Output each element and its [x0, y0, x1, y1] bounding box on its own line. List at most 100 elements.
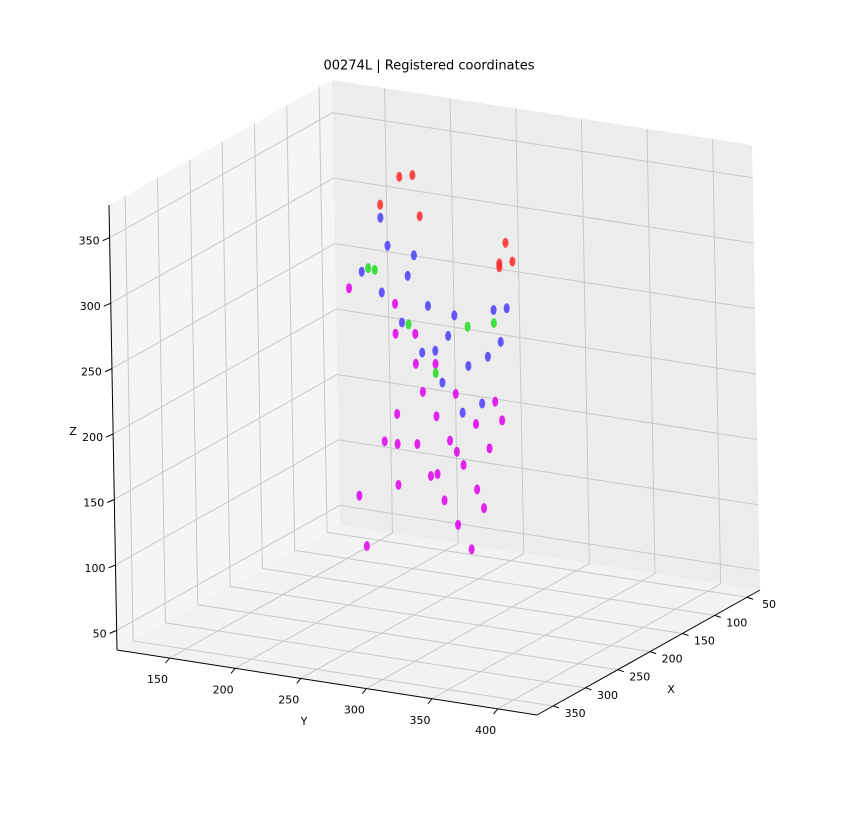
point [496, 262, 503, 273]
tick-mark [649, 651, 657, 655]
floor-pane [117, 525, 760, 715]
tick-mark [109, 629, 117, 634]
y-tick-label: 350 [410, 714, 431, 727]
tick-mark [105, 433, 114, 438]
grid-line [646, 128, 656, 574]
tick-mark [296, 678, 302, 684]
grid-line [334, 243, 756, 310]
grid-line [116, 504, 340, 631]
tick-mark [682, 633, 689, 636]
grid-line [515, 108, 525, 554]
point [451, 310, 458, 321]
grid-line [712, 138, 722, 584]
point [392, 298, 399, 309]
y-axis-label: Y [300, 715, 308, 728]
point [377, 199, 384, 210]
point [481, 503, 488, 514]
point [381, 436, 388, 447]
point [468, 544, 475, 555]
point [432, 345, 439, 356]
y-tick-label: 400 [475, 724, 496, 737]
point [356, 490, 363, 501]
point [419, 386, 426, 397]
grid-line [338, 439, 759, 506]
y-tick-label: 300 [344, 704, 365, 717]
tick-mark [102, 237, 110, 242]
tick-mark [165, 657, 170, 664]
point [464, 321, 471, 332]
point [427, 471, 434, 482]
grid-line [336, 308, 757, 375]
point [410, 250, 417, 261]
tick-mark [107, 499, 115, 503]
point [439, 377, 446, 388]
point [384, 240, 391, 251]
point [465, 360, 472, 371]
tick-mark [103, 302, 111, 307]
point [434, 469, 441, 480]
point [396, 171, 403, 182]
point [405, 319, 412, 330]
grid-line [384, 88, 393, 534]
tick-mark [108, 564, 116, 569]
point [441, 495, 448, 506]
point [392, 328, 399, 339]
x-tick-label: 250 [629, 671, 650, 684]
point [479, 398, 486, 409]
grid-line [169, 532, 393, 659]
point [358, 266, 365, 277]
grid-line [165, 622, 586, 689]
point [503, 303, 510, 314]
y-tick-label: 250 [278, 693, 299, 706]
point [447, 435, 454, 446]
point [424, 300, 431, 311]
left-pane [109, 80, 340, 650]
grid-line [318, 87, 328, 533]
point [509, 256, 516, 267]
grid-line [332, 112, 753, 179]
point [398, 317, 405, 328]
y-tick-label: 200 [213, 683, 234, 696]
x-tick-label: 300 [597, 689, 618, 702]
point [472, 418, 479, 429]
z-tick-label: 50 [93, 627, 107, 640]
z-tick-label: 350 [79, 235, 100, 248]
grid-line [286, 105, 296, 551]
point [416, 211, 423, 222]
z-tick-label: 100 [84, 562, 105, 575]
grid-line [366, 563, 590, 690]
tick-mark [361, 688, 367, 694]
tick-mark [585, 687, 592, 691]
point [453, 446, 460, 457]
grid-line [156, 177, 166, 623]
tick-mark [553, 705, 560, 709]
grid-line [112, 308, 337, 435]
point [452, 388, 459, 399]
point [414, 438, 421, 449]
point [395, 479, 402, 490]
x-tick-label: 100 [726, 616, 747, 629]
point [492, 396, 499, 407]
point [412, 328, 419, 339]
grid-line [110, 177, 335, 304]
x-axis-label: X [667, 683, 675, 696]
point [455, 519, 462, 530]
grid-line [580, 118, 590, 564]
point [394, 438, 401, 449]
x-tick-label: 50 [762, 598, 776, 611]
grid-line [197, 604, 618, 671]
point [363, 541, 370, 552]
point [377, 212, 384, 223]
point [502, 237, 509, 248]
point [378, 287, 385, 298]
tick-mark [427, 698, 433, 705]
point [474, 484, 481, 495]
grid-line [124, 195, 134, 641]
point [412, 358, 419, 369]
point [346, 283, 353, 294]
point [432, 368, 439, 379]
tick-mark [230, 667, 236, 674]
grid-line [337, 373, 758, 440]
grid-line [333, 177, 754, 244]
grid-line [253, 123, 263, 569]
